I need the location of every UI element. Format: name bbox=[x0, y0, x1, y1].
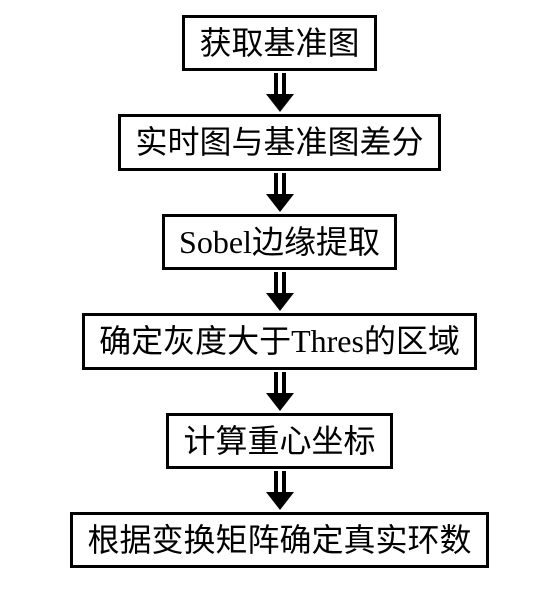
arrow-head-icon bbox=[266, 94, 294, 112]
arrow-shaft bbox=[274, 372, 286, 394]
arrow-head-icon bbox=[266, 393, 294, 411]
flowchart-node-5: 计算重心坐标 bbox=[166, 413, 392, 469]
flowchart-node-2: 实时图与基准图差分 bbox=[118, 114, 440, 170]
flowchart-node-3: Sobel边缘提取 bbox=[162, 214, 397, 270]
arrow-shaft bbox=[274, 272, 286, 294]
arrow-shaft bbox=[274, 73, 286, 95]
node-label: 实时图与基准图差分 bbox=[135, 123, 423, 161]
node-label: 根据变换矩阵确定真实环数 bbox=[87, 521, 471, 559]
flowchart-arrow-1 bbox=[266, 73, 294, 112]
flowchart-arrow-5 bbox=[266, 471, 294, 510]
arrow-head-icon bbox=[266, 194, 294, 212]
node-label: 获取基准图 bbox=[199, 24, 359, 62]
node-label: Sobel边缘提取 bbox=[179, 223, 380, 261]
arrow-head-icon bbox=[266, 293, 294, 311]
node-label: 确定灰度大于Thres的区域 bbox=[99, 322, 460, 360]
flowchart-arrow-4 bbox=[266, 372, 294, 411]
arrow-shaft bbox=[274, 173, 286, 195]
flowchart-node-6: 根据变换矩阵确定真实环数 bbox=[70, 512, 488, 568]
flowchart-node-1: 获取基准图 bbox=[182, 15, 376, 71]
flowchart-node-4: 确定灰度大于Thres的区域 bbox=[82, 313, 477, 369]
flowchart-arrow-2 bbox=[266, 173, 294, 212]
arrow-shaft bbox=[274, 471, 286, 493]
node-label: 计算重心坐标 bbox=[183, 422, 375, 460]
flowchart-arrow-3 bbox=[266, 272, 294, 311]
arrow-head-icon bbox=[266, 492, 294, 510]
